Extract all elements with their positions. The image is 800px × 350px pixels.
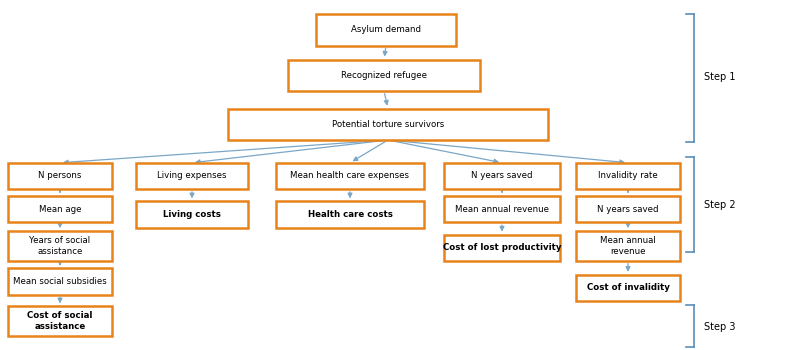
Text: Living expenses: Living expenses	[158, 172, 226, 180]
Text: Mean age: Mean age	[38, 205, 82, 214]
Text: Step 2: Step 2	[704, 200, 736, 210]
FancyBboxPatch shape	[8, 231, 112, 261]
Text: Invalidity rate: Invalidity rate	[598, 172, 658, 180]
FancyBboxPatch shape	[576, 196, 680, 222]
Text: Mean annual revenue: Mean annual revenue	[455, 205, 549, 214]
FancyBboxPatch shape	[136, 201, 248, 228]
Text: Mean social subsidies: Mean social subsidies	[13, 277, 107, 286]
Text: Health care costs: Health care costs	[307, 210, 393, 219]
Text: Potential torture survivors: Potential torture survivors	[332, 120, 444, 129]
FancyBboxPatch shape	[576, 231, 680, 261]
FancyBboxPatch shape	[228, 108, 548, 140]
FancyBboxPatch shape	[576, 275, 680, 301]
FancyBboxPatch shape	[316, 14, 456, 46]
Text: Recognized refugee: Recognized refugee	[341, 71, 427, 80]
FancyBboxPatch shape	[8, 196, 112, 222]
Text: Step 1: Step 1	[704, 72, 735, 82]
FancyBboxPatch shape	[444, 196, 560, 222]
FancyBboxPatch shape	[276, 201, 424, 228]
Text: N years saved: N years saved	[471, 172, 533, 180]
Text: Cost of social
assistance: Cost of social assistance	[27, 312, 93, 331]
FancyBboxPatch shape	[288, 60, 480, 91]
Text: Cost of invalidity: Cost of invalidity	[586, 284, 670, 292]
Text: Cost of lost productivity: Cost of lost productivity	[442, 243, 562, 252]
Text: Living costs: Living costs	[163, 210, 221, 219]
Text: Mean annual
revenue: Mean annual revenue	[600, 236, 656, 256]
FancyBboxPatch shape	[136, 163, 248, 189]
Text: Step 3: Step 3	[704, 322, 735, 332]
FancyBboxPatch shape	[444, 234, 560, 261]
FancyBboxPatch shape	[276, 163, 424, 189]
Text: Asylum demand: Asylum demand	[351, 25, 421, 34]
Text: Years of social
assistance: Years of social assistance	[30, 236, 90, 256]
Text: N years saved: N years saved	[598, 205, 658, 214]
FancyBboxPatch shape	[8, 306, 112, 336]
FancyBboxPatch shape	[8, 163, 112, 189]
FancyBboxPatch shape	[444, 163, 560, 189]
FancyBboxPatch shape	[8, 268, 112, 295]
Text: Mean health care expenses: Mean health care expenses	[290, 172, 410, 180]
FancyBboxPatch shape	[576, 163, 680, 189]
Text: N persons: N persons	[38, 172, 82, 180]
